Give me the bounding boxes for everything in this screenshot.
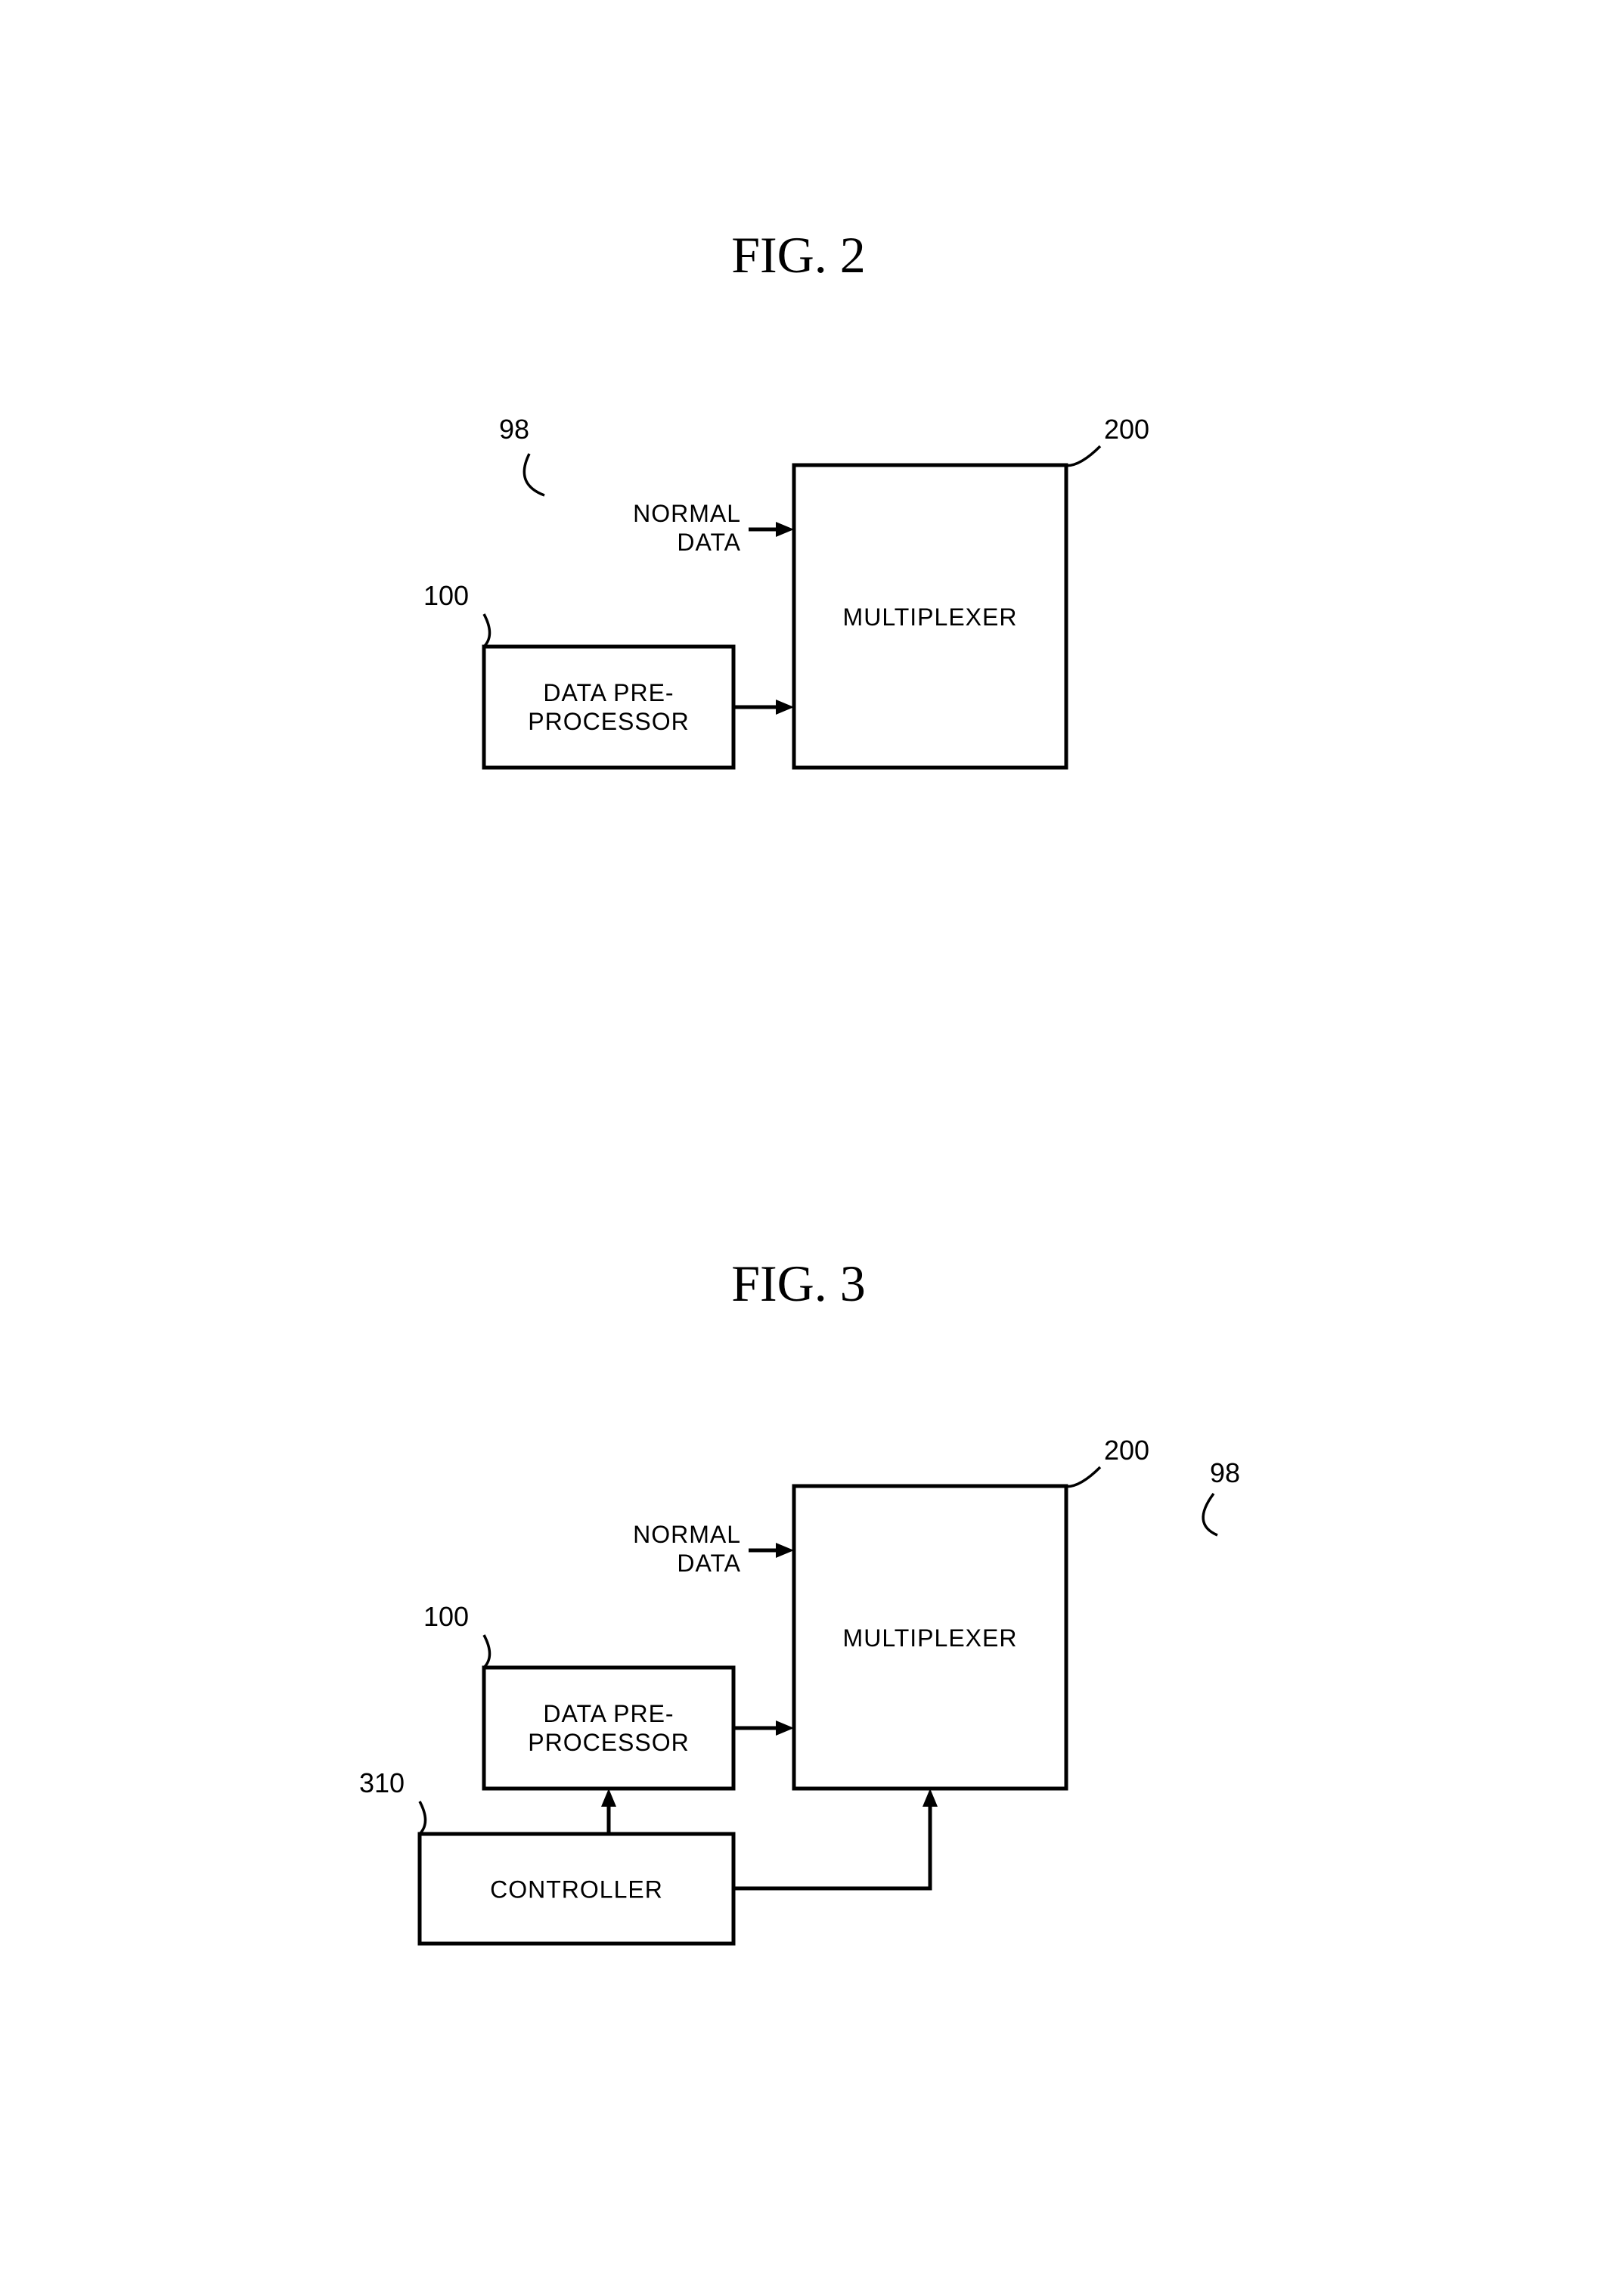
- fig3-ctrl-to-mux-arrow: [733, 1807, 930, 1888]
- fig3-ref-200-hook: [1062, 1467, 1100, 1487]
- fig2-ref-100: 100: [423, 580, 469, 611]
- fig3-pre-label-2: PROCESSOR: [528, 1729, 689, 1756]
- fig3-normal-1: NORMAL: [633, 1521, 741, 1548]
- fig3-ref-310-hook: [420, 1801, 426, 1834]
- fig2-normal-2: DATA: [677, 529, 741, 556]
- fig2-title: FIG. 2: [731, 226, 866, 284]
- fig3-normal-2: DATA: [677, 1550, 741, 1577]
- fig2-preprocessor-box: [484, 647, 733, 768]
- fig2-normal-1: NORMAL: [633, 500, 741, 527]
- fig2-ref-98-hook: [524, 454, 544, 495]
- fig3-controller-label: CONTROLLER: [490, 1876, 663, 1904]
- fig3-ref-100: 100: [423, 1601, 469, 1632]
- fig2-ref-200: 200: [1104, 414, 1149, 445]
- fig3-pre-arrow-head: [776, 1720, 794, 1736]
- fig3-ref-98-hook: [1203, 1494, 1217, 1535]
- fig3-multiplexer-label: MULTIPLEXER: [843, 1624, 1018, 1652]
- fig3-ref-98: 98: [1210, 1457, 1240, 1488]
- fig2-pre-label-1: DATA PRE-: [543, 679, 674, 706]
- fig3-normal-arrow-head: [776, 1543, 794, 1558]
- fig2-ref-200-hook: [1062, 446, 1100, 466]
- fig3-preprocessor-box: [484, 1668, 733, 1789]
- fig3-ctrl-to-mux-arrow-head: [923, 1789, 938, 1807]
- fig3-ref-100-hook: [484, 1635, 490, 1668]
- fig3-ref-310: 310: [359, 1767, 405, 1798]
- fig3-ctrl-to-pre-arrow-head: [601, 1789, 616, 1807]
- fig2-normal-arrow-head: [776, 522, 794, 537]
- fig3-pre-label-1: DATA PRE-: [543, 1700, 674, 1727]
- fig2-pre-label-2: PROCESSOR: [528, 708, 689, 735]
- fig2-pre-arrow-head: [776, 700, 794, 715]
- fig3-ref-200: 200: [1104, 1435, 1149, 1466]
- fig2-multiplexer-label: MULTIPLEXER: [843, 603, 1018, 631]
- fig3-title: FIG. 3: [731, 1255, 866, 1312]
- fig2-ref-98: 98: [499, 414, 529, 445]
- fig2-ref-100-hook: [484, 614, 490, 647]
